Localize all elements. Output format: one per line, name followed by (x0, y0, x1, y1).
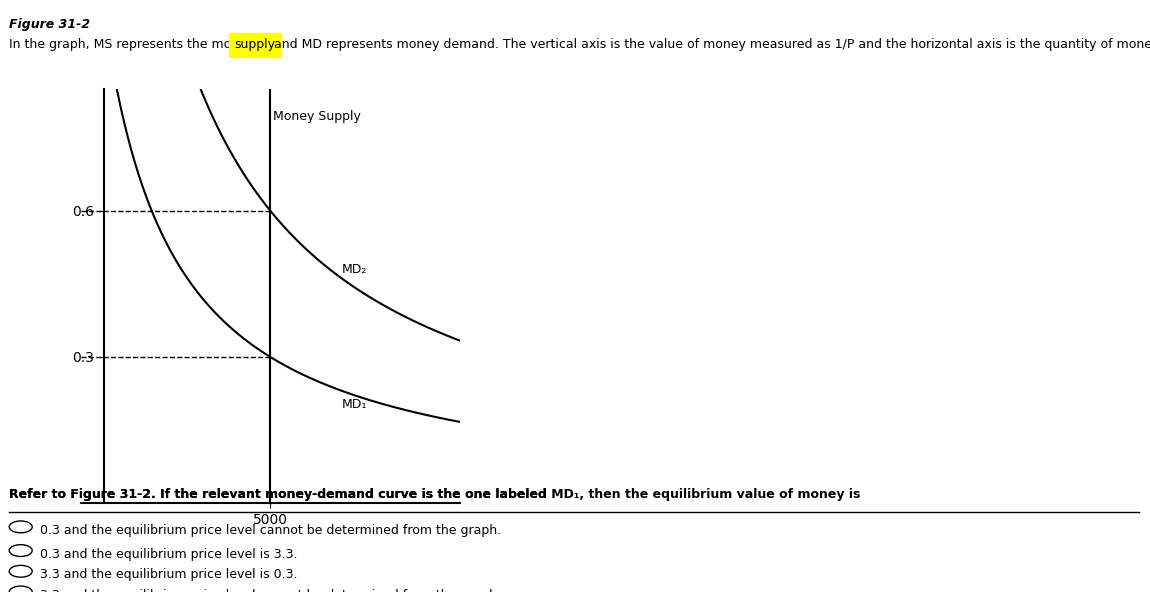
Text: Refer to Figure 31-2. If the relevant money-demand curve is the one labeled: Refer to Figure 31-2. If the relevant mo… (9, 488, 552, 501)
Text: 3.3 and the equilibrium price level is 0.3.: 3.3 and the equilibrium price level is 0… (40, 568, 298, 581)
Text: Money Supply: Money Supply (273, 110, 360, 123)
Text: In the graph, MS represents the money: In the graph, MS represents the money (9, 38, 259, 52)
Text: 3.3 and the equilibrium price level cannot be determined from the graph.: 3.3 and the equilibrium price level cann… (40, 589, 501, 592)
Text: and MD represents money demand. The vertical axis is the value of money measured: and MD represents money demand. The vert… (270, 38, 1150, 52)
Text: 0.3 and the equilibrium price level cannot be determined from the graph.: 0.3 and the equilibrium price level cann… (40, 524, 501, 537)
Text: Refer to Figure 31-2. If the relevant money-demand curve is the one labeled MD₁,: Refer to Figure 31-2. If the relevant mo… (9, 488, 860, 501)
Text: 0.3 and the equilibrium price level is 3.3.: 0.3 and the equilibrium price level is 3… (40, 548, 298, 561)
Text: MD₁: MD₁ (342, 398, 367, 411)
Text: MD₂: MD₂ (342, 263, 367, 276)
Text: Figure 31-2: Figure 31-2 (9, 18, 91, 31)
Text: supply: supply (235, 38, 275, 52)
